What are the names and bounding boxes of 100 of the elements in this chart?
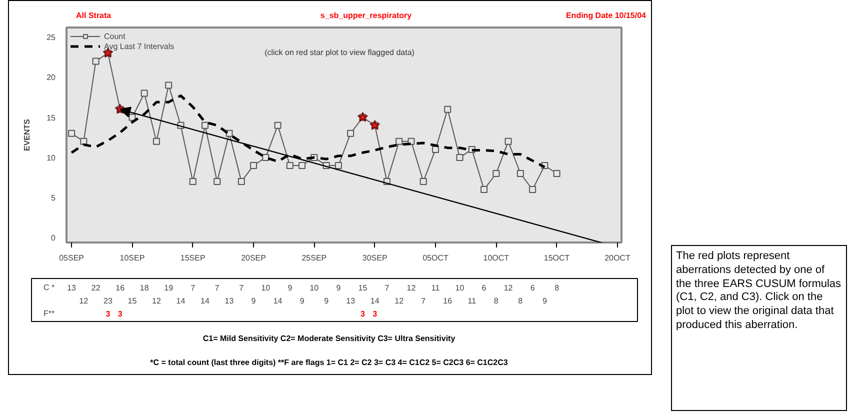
- x-tick-label: 25SEP: [302, 254, 327, 262]
- x-tick-label: 05OCT: [422, 254, 448, 262]
- text: 6: [482, 284, 487, 292]
- x-tick-label: 30SEP: [362, 254, 388, 262]
- text: 16: [443, 296, 453, 306]
- legend-label: Avg Last 7 Intervals: [104, 41, 174, 51]
- point: [432, 146, 439, 153]
- chart-title: s_sb_upper_respiratory: [320, 10, 412, 22]
- text: 15: [358, 284, 368, 292]
- point: [140, 90, 148, 97]
- text: 12: [394, 296, 404, 306]
- annotation: (click on red star plot to view flagged data): [264, 48, 415, 57]
- point: [262, 154, 270, 161]
- point: [456, 154, 464, 161]
- point: [334, 162, 342, 169]
- text: 22: [91, 284, 101, 292]
- point: [553, 170, 560, 178]
- text: 15: [128, 296, 138, 306]
- x-tick-label: 05SEP: [59, 254, 84, 262]
- point: [226, 130, 233, 137]
- text: 3: [360, 310, 366, 318]
- y-axis-title: EVENTS: [22, 118, 32, 152]
- text: 11: [468, 296, 477, 306]
- y-tick-label: 10: [46, 153, 56, 162]
- text: 10: [455, 284, 465, 292]
- point: [298, 162, 306, 169]
- y-tick-label: 5: [51, 194, 56, 203]
- point: [444, 106, 452, 113]
- text: 12: [406, 284, 416, 292]
- point: [286, 162, 294, 169]
- text: 7: [190, 284, 196, 292]
- point: [214, 178, 221, 186]
- text: Ending Date 10/15/04: [566, 10, 646, 22]
- point: [492, 170, 500, 178]
- text: 7: [239, 284, 244, 292]
- text: 14: [273, 296, 283, 306]
- text: 14: [370, 296, 380, 306]
- text: C *: [44, 283, 55, 292]
- legend-label: Count: [104, 31, 126, 41]
- annotation: The red plots represent aberrations detected by one of the three EARS CUSUM formulas (C1, C2, and C3). Click on the plot to view the original data that produced this aberration.: [676, 250, 842, 332]
- text: 13: [224, 296, 234, 306]
- text: 9: [336, 284, 342, 292]
- text: 9: [324, 296, 330, 306]
- point: [250, 162, 258, 169]
- point: [238, 178, 245, 186]
- point: [420, 178, 427, 186]
- x-tick-label: 10SEP: [120, 254, 145, 262]
- x-tick-label: 10OCT: [483, 254, 510, 262]
- text: 14: [200, 296, 210, 306]
- x-tick-label: 15OCT: [544, 254, 570, 262]
- text: 3: [372, 310, 378, 318]
- text: 9: [251, 296, 256, 306]
- text: 7: [214, 284, 220, 292]
- x-tick-label: 20OCT: [604, 254, 630, 262]
- text: 8: [554, 284, 560, 292]
- point: [396, 138, 403, 145]
- y-tick-label: 0: [51, 234, 56, 243]
- point: [68, 130, 76, 137]
- text: 10: [310, 284, 320, 292]
- text: 16: [116, 284, 126, 292]
- text: 13: [346, 296, 356, 306]
- point: [201, 122, 208, 129]
- text: 11: [431, 284, 440, 292]
- text: 9: [542, 296, 548, 306]
- text: 14: [176, 296, 186, 306]
- point: [189, 178, 196, 186]
- y-tick-label: 25: [46, 33, 56, 42]
- point: [165, 82, 172, 89]
- point: [152, 138, 160, 145]
- text: 3: [118, 310, 123, 318]
- text: 6: [530, 284, 536, 292]
- y-tick-label: 20: [46, 73, 56, 82]
- text: 23: [104, 296, 113, 306]
- point: [347, 130, 354, 137]
- text: 3: [106, 310, 111, 318]
- x-tick-label: 15SEP: [180, 254, 206, 262]
- text: 12: [152, 296, 162, 306]
- text: 9: [300, 296, 305, 306]
- text: All Strata: [76, 10, 112, 22]
- text: 12: [79, 296, 89, 306]
- text: 8: [518, 296, 524, 306]
- point: [529, 186, 536, 194]
- point: [516, 170, 524, 178]
- text: 19: [164, 284, 174, 292]
- text: 7: [421, 296, 426, 306]
- x-tick-label: 20SEP: [241, 254, 266, 262]
- point: [504, 138, 512, 145]
- text: 7: [384, 284, 390, 292]
- text: C1= Mild Sensitivity C2= Moderate Sensitivity C3= Ultra Sensitivity: [202, 333, 456, 344]
- text: 13: [67, 284, 77, 292]
- text: 18: [140, 284, 150, 292]
- text: 9: [288, 284, 293, 292]
- point: [480, 186, 488, 194]
- text: 12: [504, 284, 514, 292]
- point: [80, 138, 88, 145]
- text: F**: [44, 309, 55, 318]
- text: 8: [494, 296, 499, 306]
- point: [92, 58, 100, 65]
- text: 10: [261, 284, 271, 292]
- text: *C = total count (last three digits) **F are flags 1= C1 2= C2 3= C3 4= C1C2 5= C2C3 6= C1C2C3: [150, 357, 508, 368]
